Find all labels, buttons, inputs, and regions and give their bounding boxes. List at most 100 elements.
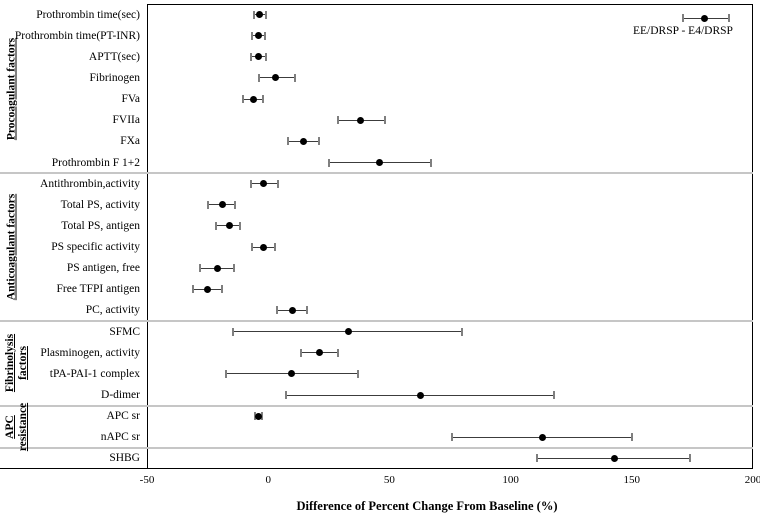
row-12-point bbox=[213, 264, 221, 272]
plot-area bbox=[147, 4, 753, 469]
x-tick-label: 0 bbox=[265, 474, 271, 486]
row-label: nAPC sr bbox=[100, 431, 140, 444]
row-10-point bbox=[225, 222, 233, 230]
x-tick-label: 150 bbox=[623, 474, 641, 486]
legend-label: EE/DRSP - E4/DRSP bbox=[633, 25, 733, 37]
group-divider bbox=[0, 172, 753, 175]
row-6-point bbox=[299, 137, 307, 145]
row-5-point bbox=[356, 116, 364, 124]
row-1-ci-cap-low bbox=[251, 31, 254, 40]
group-divider bbox=[0, 404, 753, 407]
row-6-ci-cap-high bbox=[318, 137, 321, 146]
legend-ci-cap-low bbox=[681, 14, 684, 22]
row-label: tPA-PAI-1 complex bbox=[49, 367, 140, 380]
row-2-point bbox=[255, 53, 262, 61]
row-label: FVIIa bbox=[112, 114, 140, 127]
row-4-ci-cap-high bbox=[262, 95, 265, 104]
row-0-point bbox=[256, 11, 264, 19]
row-18-ci-cap-low bbox=[285, 391, 288, 400]
row-12-ci-cap-low bbox=[199, 264, 202, 273]
row-14-point bbox=[288, 306, 296, 314]
x-tick-label: -50 bbox=[139, 474, 155, 486]
row-3-ci-cap-low bbox=[257, 73, 260, 82]
group-label-line: factors bbox=[17, 346, 29, 381]
row-13-ci-cap-low bbox=[192, 285, 195, 294]
group-label: Anticoagulant factors bbox=[6, 194, 19, 300]
row-label: Fibrinogen bbox=[89, 71, 140, 84]
row-10-ci-cap-high bbox=[239, 221, 242, 230]
group-divider bbox=[0, 320, 753, 323]
x-axis-title: Difference of Percent Change From Baseli… bbox=[296, 499, 558, 513]
row-1-ci-cap-high bbox=[263, 31, 266, 40]
row-11-point bbox=[259, 243, 267, 251]
group-label-line: Procoagulant factors bbox=[5, 37, 18, 140]
row-0-ci-cap-high bbox=[264, 10, 267, 19]
row-19-ci-cap-high bbox=[261, 412, 264, 421]
row-label: Prothrombin time(PT-INR) bbox=[14, 29, 140, 42]
row-label: FXa bbox=[120, 135, 140, 148]
row-15-ci-cap-high bbox=[461, 327, 464, 336]
row-21-ci-cap-low bbox=[536, 454, 539, 463]
row-20-point bbox=[538, 433, 546, 441]
row-label: PS specific activity bbox=[51, 241, 140, 254]
row-label: Total PS, antigen bbox=[61, 219, 140, 232]
row-18-ci-cap-high bbox=[553, 391, 556, 400]
row-2-ci-cap-high bbox=[264, 52, 267, 61]
group-label-line: Fibrinolysis bbox=[4, 334, 16, 393]
row-3-point bbox=[271, 74, 279, 82]
row-8-ci-cap-low bbox=[250, 179, 253, 188]
row-label: SHBG bbox=[109, 452, 140, 465]
row-16-ci-cap-low bbox=[299, 348, 302, 357]
row-8-ci-cap-high bbox=[276, 179, 279, 188]
row-19-point bbox=[255, 412, 262, 420]
x-tick-label: 50 bbox=[383, 474, 395, 486]
row-14-ci-cap-low bbox=[275, 306, 278, 315]
row-11-ci-cap-high bbox=[274, 243, 277, 252]
row-17-point bbox=[287, 370, 295, 378]
row-7-ci-cap-high bbox=[429, 158, 432, 167]
row-18-point bbox=[417, 391, 425, 399]
row-15-ci-cap-low bbox=[232, 327, 235, 336]
group-label: Fibrinolysis factors bbox=[4, 334, 30, 392]
row-2-ci-cap-low bbox=[250, 52, 253, 61]
row-20-ci-cap-high bbox=[630, 433, 633, 442]
row-21-ci-cap-high bbox=[688, 454, 691, 463]
row-8-point bbox=[259, 180, 267, 188]
row-4-ci-cap-low bbox=[241, 95, 244, 104]
row-9-point bbox=[218, 201, 226, 209]
row-9-ci-cap-high bbox=[234, 200, 237, 209]
row-16-point bbox=[315, 349, 323, 357]
row-3-ci-cap-high bbox=[293, 73, 296, 82]
row-6-ci-cap-low bbox=[286, 137, 289, 146]
row-label: Prothrombin F 1+2 bbox=[51, 156, 140, 169]
legend-point bbox=[701, 14, 709, 22]
row-label: D-dimer bbox=[101, 389, 140, 402]
row-5-ci-cap-low bbox=[337, 116, 340, 125]
row-11-ci-cap-low bbox=[251, 243, 254, 252]
row-12-ci-cap-high bbox=[233, 264, 236, 273]
row-label: APTT(sec) bbox=[88, 50, 140, 63]
row-label: APC sr bbox=[106, 410, 140, 423]
row-19-ci-cap-low bbox=[253, 412, 256, 421]
row-13-ci-cap-high bbox=[221, 285, 224, 294]
group-label-line: APC bbox=[4, 414, 16, 439]
row-10-ci-cap-low bbox=[215, 221, 218, 230]
axis-bottom-line-extension bbox=[0, 468, 147, 469]
row-15-point bbox=[344, 328, 352, 336]
row-0-ci-cap-low bbox=[252, 10, 255, 19]
row-14-ci-cap-high bbox=[305, 306, 308, 315]
row-label: PS antigen, free bbox=[66, 262, 140, 275]
row-5-ci-cap-high bbox=[383, 116, 386, 125]
group-label: APC resistance bbox=[4, 403, 30, 451]
row-7-point bbox=[376, 159, 384, 167]
x-tick-label: 200 bbox=[744, 474, 760, 486]
row-label: Prothrombin time(sec) bbox=[36, 8, 140, 21]
row-label: PC, activity bbox=[85, 304, 140, 317]
group-label: Procoagulant factors bbox=[6, 37, 19, 139]
row-label: FVa bbox=[121, 93, 140, 106]
row-label: Free TFPI antigen bbox=[56, 283, 140, 296]
row-20-ci-cap-low bbox=[451, 433, 454, 442]
row-7-ci-cap-low bbox=[327, 158, 330, 167]
row-label: SFMC bbox=[109, 325, 140, 338]
